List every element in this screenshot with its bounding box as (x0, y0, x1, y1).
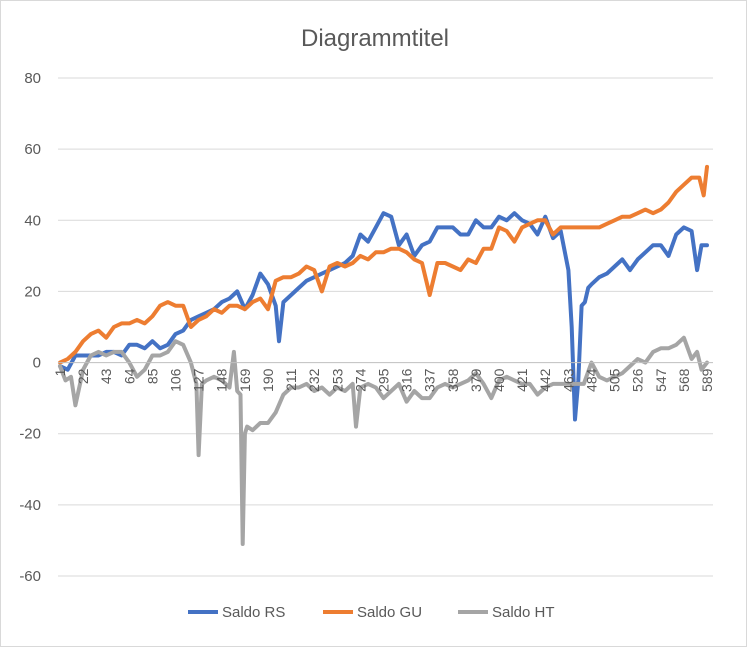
x-tick-label: 316 (399, 368, 415, 392)
y-tick-label: -40 (19, 497, 41, 514)
y-tick-label: -20 (19, 426, 41, 443)
legend-label: Saldo HT (492, 604, 555, 621)
x-tick-label: 463 (560, 368, 576, 392)
x-tick-label: 1 (52, 368, 68, 376)
x-tick-label: 127 (191, 368, 207, 392)
x-tick-label: 211 (283, 368, 299, 391)
x-tick-label: 274 (352, 368, 368, 392)
x-axis: 1 22 43 64 85 106 127 148 169 190 211 232 253 274 295 3… (52, 362, 715, 392)
x-tick-label: 190 (260, 368, 276, 392)
x-tick-label: 106 (168, 368, 184, 392)
y-tick-label: 40 (24, 212, 41, 229)
series-line-saldo-rs (58, 211, 709, 422)
x-tick-label: 379 (468, 368, 484, 392)
x-tick-label: 22 (75, 368, 91, 384)
x-tick-label: 568 (676, 368, 692, 392)
x-tick-label: 64 (121, 368, 137, 384)
x-tick-label: 421 (514, 368, 530, 392)
y-tick-label: -60 (19, 568, 41, 585)
series-line-saldo-gu (58, 164, 709, 365)
y-tick-label: 80 (24, 70, 41, 87)
x-tick-label: 505 (607, 368, 623, 392)
legend: Saldo RS Saldo GU Saldo HT (188, 604, 555, 621)
x-tick-label: 169 (237, 368, 253, 392)
series-lines (58, 164, 709, 546)
x-tick-label: 526 (630, 368, 646, 392)
y-tick-label: 60 (24, 141, 41, 158)
series-line-saldo-ht (58, 335, 709, 546)
y-tick-label: 0 (33, 355, 41, 372)
x-tick-label: 148 (214, 368, 230, 392)
legend-label: Saldo RS (222, 604, 285, 621)
x-tick-label: 484 (583, 368, 599, 392)
chart-title: Diagrammtitel (301, 25, 449, 52)
legend-label: Saldo GU (357, 604, 422, 621)
x-tick-label: 295 (376, 368, 392, 392)
x-tick-label: 358 (445, 368, 461, 392)
x-tick-label: 43 (98, 368, 114, 384)
x-tick-label: 442 (537, 368, 553, 392)
y-tick-label: 20 (24, 283, 41, 300)
x-tick-label: 337 (422, 368, 438, 392)
x-tick-label: 400 (491, 368, 507, 392)
x-tick-label: 253 (329, 368, 345, 392)
y-axis-ticks: 80 60 40 20 0 -20 -40 -60 (19, 70, 41, 585)
x-tick-label: 547 (653, 368, 669, 392)
gridlines (58, 77, 713, 577)
x-tick-label: 85 (144, 368, 160, 384)
x-tick-label: 589 (699, 368, 715, 392)
x-tick-label: 232 (306, 368, 322, 392)
